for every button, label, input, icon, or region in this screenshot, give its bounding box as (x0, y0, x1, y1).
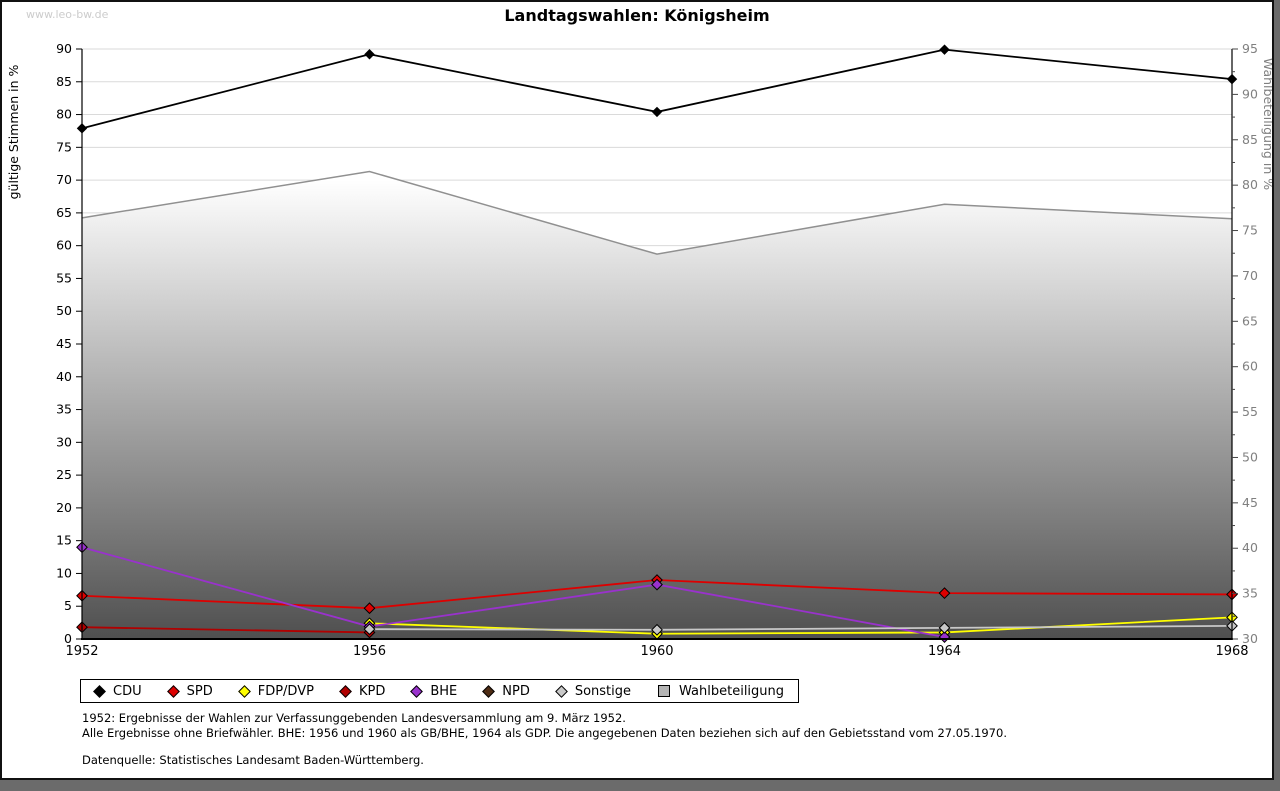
svg-text:35: 35 (56, 402, 72, 417)
footnotes: 1952: Ergebnisse der Wahlen zur Verfassu… (82, 711, 1007, 768)
svg-text:30: 30 (1242, 631, 1258, 646)
left-axis-title: gültige Stimmen in % (6, 64, 21, 199)
legend-item-npd: NPD (482, 683, 530, 699)
marker-bhe-1960 (651, 578, 663, 591)
svg-text:70: 70 (56, 172, 72, 187)
series-sonstige (363, 619, 1238, 636)
svg-text:1960: 1960 (640, 644, 673, 659)
legend-item-kpd: KPD (339, 683, 386, 699)
legend-label: BHE (430, 683, 458, 699)
legend-item-cdu: CDU (93, 683, 142, 699)
axes: 0 5 10 15 20 25 30 35 40 45 50 55 60 65 70 75 80 85 90 30 35… (6, 41, 1272, 659)
svg-text:60: 60 (1242, 359, 1258, 374)
svg-text:30: 30 (56, 434, 72, 449)
svg-text:50: 50 (1242, 449, 1258, 464)
svg-text:45: 45 (56, 336, 72, 351)
svg-text:55: 55 (56, 270, 72, 285)
legend-label: KPD (358, 683, 386, 699)
svg-text:0: 0 (64, 631, 72, 646)
marker-spd-1964 (938, 587, 951, 600)
diamond-icon (339, 684, 352, 698)
svg-text:5: 5 (64, 598, 72, 613)
page-title: Landtagswahlen: Königsheim (504, 6, 770, 25)
footnote-line-2: Alle Ergebnisse ohne Briefwähler. BHE: 1… (82, 725, 1007, 740)
legend-label: CDU (113, 683, 142, 699)
svg-text:80: 80 (1242, 177, 1258, 192)
legend-label: Wahlbeteiligung (679, 683, 785, 699)
chart-legend: CDU SPD FDP/DVP KPD BHE NPD Sonstige Wahlbeteil… (80, 679, 800, 703)
diamond-icon (554, 684, 568, 698)
svg-text:85: 85 (56, 74, 72, 89)
svg-text:80: 80 (56, 107, 72, 122)
legend-label: SPD (186, 683, 213, 699)
svg-text:65: 65 (1242, 313, 1258, 328)
diamond-icon (93, 684, 106, 698)
marker-sonstige-1960 (651, 623, 663, 636)
svg-text:15: 15 (56, 533, 72, 548)
footnote-line-1: 1952: Ergebnisse der Wahlen zur Verfassu… (82, 711, 626, 725)
legend-label: FDP/DVP (257, 683, 314, 699)
svg-text:90: 90 (56, 41, 72, 56)
svg-text:75: 75 (1242, 223, 1258, 238)
svg-text:35: 35 (1242, 586, 1258, 601)
legend-item-fdp-dvp: FDP/DVP (237, 683, 314, 699)
svg-text:70: 70 (1242, 268, 1258, 283)
election-line-chart: 0 5 10 15 20 25 30 35 40 45 50 55 60 65 70 75 80 85 90 30 35… (6, 41, 1272, 659)
svg-text:1964: 1964 (928, 644, 961, 659)
svg-text:1952: 1952 (65, 644, 98, 659)
marker-sonstige-1956 (363, 623, 376, 636)
svg-text:40: 40 (56, 369, 72, 384)
svg-text:55: 55 (1242, 404, 1258, 419)
watermark-leo-bw: www.leo-bw.de (26, 8, 109, 21)
legend-item-bhe: BHE (410, 683, 458, 699)
legend-label: Sonstige (574, 683, 632, 699)
diamond-icon (237, 684, 251, 698)
svg-text:20: 20 (56, 500, 72, 515)
svg-text:85: 85 (1242, 132, 1258, 147)
svg-text:1968: 1968 (1215, 644, 1248, 659)
svg-text:90: 90 (1242, 86, 1258, 101)
legend-item-sonstige: Sonstige (554, 683, 632, 699)
svg-text:65: 65 (56, 205, 72, 220)
svg-text:1956: 1956 (353, 644, 386, 659)
svg-text:60: 60 (56, 238, 72, 253)
diamond-icon (482, 684, 496, 698)
legend-item-spd: SPD (166, 683, 213, 699)
svg-text:45: 45 (1242, 495, 1258, 510)
svg-text:50: 50 (56, 303, 72, 318)
legend-label: NPD (502, 683, 530, 699)
series-cdu (76, 44, 1238, 134)
diamond-icon (166, 684, 180, 698)
svg-text:40: 40 (1242, 540, 1258, 555)
svg-text:95: 95 (1242, 41, 1258, 56)
marker-sonstige-1964 (938, 621, 951, 634)
marker-cdu-1964 (939, 44, 950, 55)
square-icon (658, 685, 671, 697)
svg-text:75: 75 (56, 139, 72, 154)
series-wahlbeteiligung (81, 170, 1233, 640)
datasource-note: Datenquelle: Statistisches Landesamt Bad… (82, 753, 424, 767)
marker-cdu-1956 (364, 49, 375, 60)
svg-text:10: 10 (56, 565, 72, 580)
legend-item-wahlbeteiligung: Wahlbeteiligung (658, 684, 784, 699)
right-axis-title: Wahlbeteiligung in % (1261, 58, 1272, 190)
marker-cdu-1960 (651, 106, 663, 118)
svg-text:25: 25 (56, 467, 72, 482)
diamond-icon (410, 684, 424, 698)
marker-spd-1956 (363, 602, 376, 615)
